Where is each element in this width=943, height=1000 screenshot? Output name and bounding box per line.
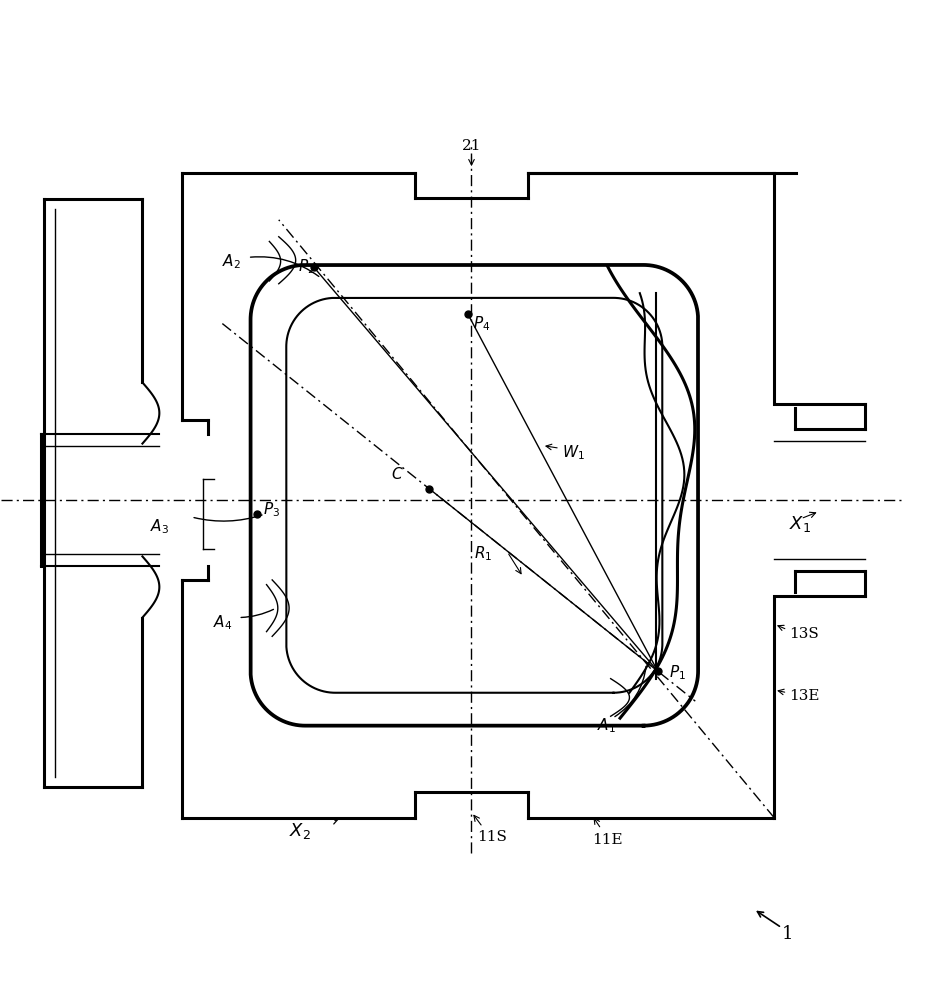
Text: $C$: $C$: [391, 466, 404, 482]
Text: 11S: 11S: [477, 830, 507, 844]
Text: $W_1$: $W_1$: [562, 444, 585, 462]
Text: $A_1$: $A_1$: [597, 716, 616, 735]
Text: $P_4$: $P_4$: [473, 314, 490, 333]
Text: $X_2$: $X_2$: [290, 821, 311, 841]
Text: $X_1$: $X_1$: [789, 514, 811, 534]
Text: $P_2$: $P_2$: [299, 257, 315, 276]
Text: 1: 1: [782, 925, 793, 943]
Text: 13S: 13S: [789, 627, 819, 641]
Text: $P_1$: $P_1$: [669, 664, 686, 682]
Text: $A_3$: $A_3$: [150, 517, 169, 536]
Text: $R_1$: $R_1$: [474, 544, 492, 563]
Text: 21: 21: [462, 139, 481, 153]
Text: 11E: 11E: [592, 833, 623, 847]
Text: $A_2$: $A_2$: [223, 253, 241, 271]
Text: $A_4$: $A_4$: [213, 613, 232, 632]
Text: $P_3$: $P_3$: [263, 500, 280, 519]
Text: 13E: 13E: [789, 689, 819, 703]
